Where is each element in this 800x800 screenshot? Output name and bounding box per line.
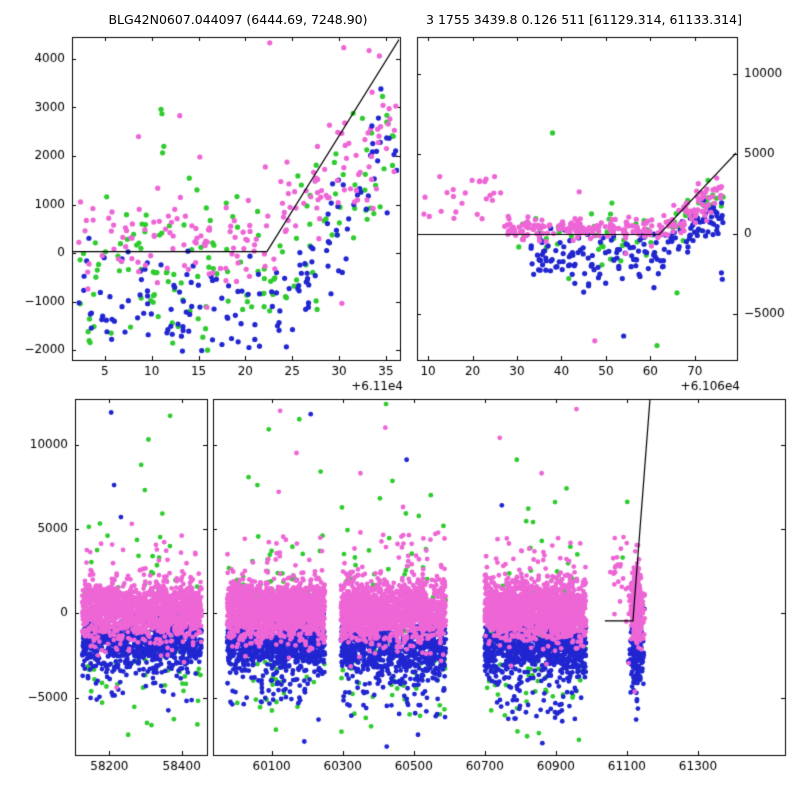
- subplot-title-left: BLG42N0607.044097 (6444.69, 7248.90): [108, 12, 368, 27]
- subplot-title-right: 3 1755 3439.8 0.126 511 [61129.314, 6113…: [426, 12, 742, 27]
